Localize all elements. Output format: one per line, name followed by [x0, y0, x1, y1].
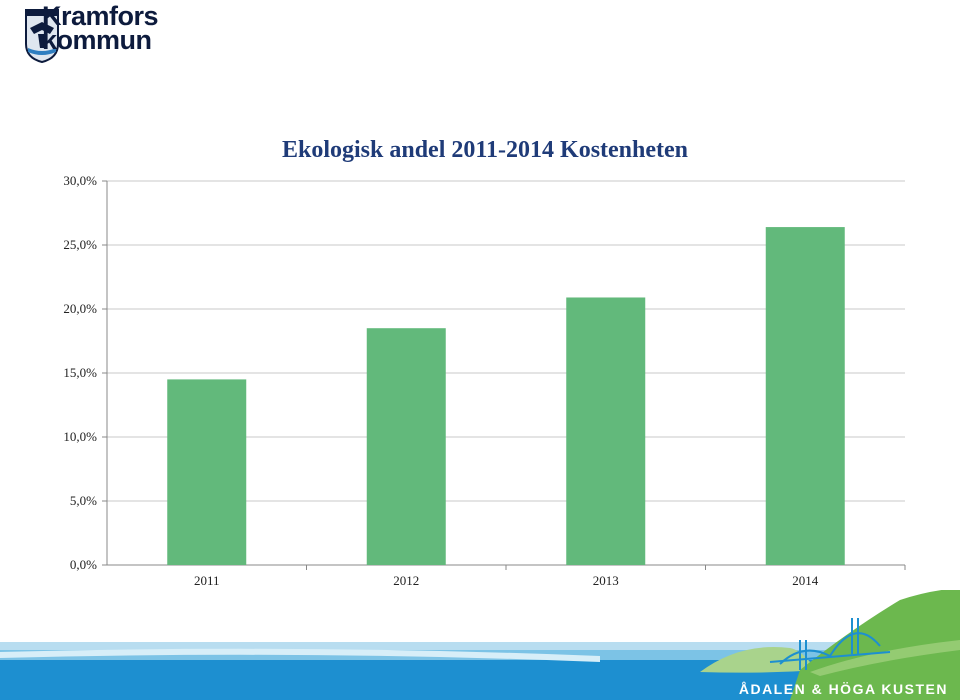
y-tick-label: 30,0%: [63, 173, 97, 188]
y-tick-label: 25,0%: [63, 237, 97, 252]
footer-landscape: ÅDALEN & HÖGA KUSTEN: [0, 590, 960, 700]
x-tick-label: 2013: [593, 573, 619, 588]
logo-line-1: Kramfors: [42, 1, 159, 31]
y-tick-label: 5,0%: [70, 493, 97, 508]
y-tick-label: 0,0%: [70, 557, 97, 572]
y-tick-label: 10,0%: [63, 429, 97, 444]
bar: [366, 328, 446, 565]
x-tick-label: 2012: [393, 573, 419, 588]
y-tick-label: 20,0%: [63, 301, 97, 316]
logo-line-2: kommun: [42, 25, 152, 55]
bar-chart: 0,0% 5,0% 10,0% 15,0% 20,0% 25,0% 30,0% 2011 201…: [63, 173, 906, 588]
kramfors-logo: [25, 9, 59, 64]
bar: [566, 297, 646, 565]
bar: [167, 379, 247, 565]
coat-of-arms-icon: [25, 9, 59, 64]
logo-wordmark: Kramfors kommun: [42, 1, 159, 55]
y-tick-label: 15,0%: [63, 365, 97, 380]
x-tick-label: 2014: [792, 573, 819, 588]
footer-tagline: ÅDALEN & HÖGA KUSTEN: [739, 681, 948, 697]
bridge-icon: [769, 618, 891, 670]
x-tick-label: 2011: [194, 573, 220, 588]
chart-title: Ekologisk andel 2011-2014 Kostenheten: [281, 137, 689, 163]
bar: [765, 227, 845, 565]
